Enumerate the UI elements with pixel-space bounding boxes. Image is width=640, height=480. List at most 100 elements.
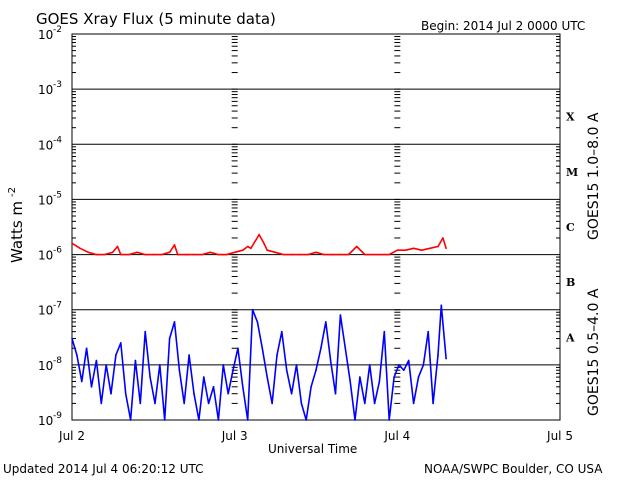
series-line-short bbox=[71, 304, 447, 421]
y-tick-label-exp: -2 bbox=[53, 25, 62, 35]
minor-tick-marks bbox=[72, 36, 560, 404]
flux-series bbox=[71, 233, 447, 421]
flare-class-X: X bbox=[566, 111, 575, 124]
data-point bbox=[173, 321, 176, 323]
data-point bbox=[129, 419, 132, 421]
x-tick-labels: Jul 2 Jul 3 Jul 4 Jul 5 bbox=[58, 429, 573, 443]
flare-class-C: C bbox=[566, 221, 575, 234]
data-point bbox=[85, 347, 88, 350]
data-point bbox=[100, 402, 103, 405]
data-point bbox=[420, 249, 423, 251]
data-point bbox=[76, 354, 78, 356]
data-point bbox=[116, 245, 119, 248]
y-tick-label: 10 bbox=[38, 83, 53, 97]
data-point bbox=[263, 242, 265, 245]
data-point bbox=[237, 347, 239, 350]
data-point bbox=[193, 392, 195, 395]
data-point bbox=[149, 376, 151, 378]
legend-short-channel: GOES15 0.5–4.0 A bbox=[586, 288, 602, 416]
data-point bbox=[274, 251, 277, 254]
data-point bbox=[128, 253, 130, 256]
data-point bbox=[183, 402, 185, 405]
data-point bbox=[300, 402, 303, 405]
data-point bbox=[242, 386, 244, 388]
data-point bbox=[152, 253, 155, 256]
updated-timestamp: Updated 2014 Jul 4 06:20:12 UTC bbox=[3, 462, 203, 476]
data-point bbox=[372, 253, 374, 256]
data-point bbox=[185, 253, 187, 256]
data-point bbox=[246, 245, 249, 248]
x-tick-label: Jul 4 bbox=[383, 429, 410, 443]
data-point bbox=[120, 253, 122, 256]
data-point bbox=[295, 364, 298, 366]
data-point bbox=[290, 392, 293, 395]
data-point bbox=[445, 357, 447, 360]
data-point bbox=[222, 364, 225, 366]
data-point bbox=[212, 386, 215, 388]
data-point bbox=[271, 402, 273, 405]
data-point bbox=[364, 402, 366, 405]
data-point bbox=[232, 369, 234, 372]
legend-long-channel: GOES15 1.0–8.0 A bbox=[586, 112, 602, 240]
data-point bbox=[266, 376, 269, 378]
data-point bbox=[440, 304, 443, 307]
data-point bbox=[373, 402, 376, 405]
data-point bbox=[396, 249, 399, 251]
data-point bbox=[144, 330, 146, 333]
flare-class-M: M bbox=[566, 166, 578, 179]
data-point bbox=[359, 376, 361, 378]
data-point bbox=[173, 244, 176, 246]
data-point bbox=[261, 347, 264, 350]
decade-gridlines bbox=[72, 88, 560, 366]
data-point bbox=[160, 253, 163, 256]
y-tick-label: 10 bbox=[38, 304, 53, 318]
chart-title: GOES Xray Flux (5 minute data) bbox=[36, 10, 276, 28]
data-point bbox=[403, 369, 405, 372]
data-point bbox=[176, 253, 179, 256]
data-point bbox=[281, 330, 283, 333]
data-point bbox=[445, 247, 447, 250]
data-point bbox=[339, 253, 342, 256]
data-point bbox=[103, 253, 106, 256]
data-point bbox=[315, 251, 317, 254]
x-tick-label: Jul 5 bbox=[546, 429, 573, 443]
y-axis-title: Watts m -2 bbox=[7, 187, 26, 263]
y-tick-label: 10 bbox=[38, 28, 53, 42]
data-point bbox=[105, 364, 107, 366]
data-point bbox=[282, 253, 285, 256]
data-point bbox=[412, 402, 415, 405]
data-point bbox=[427, 330, 430, 333]
data-point bbox=[159, 364, 161, 366]
data-point bbox=[305, 419, 308, 421]
data-point bbox=[310, 386, 312, 388]
data-point bbox=[120, 342, 122, 344]
data-point bbox=[198, 419, 200, 421]
data-point bbox=[250, 247, 252, 250]
data-point bbox=[217, 419, 220, 421]
data-point bbox=[368, 364, 371, 366]
data-point bbox=[349, 380, 352, 383]
data-point bbox=[207, 402, 210, 405]
data-point bbox=[429, 247, 431, 250]
data-point bbox=[339, 314, 342, 316]
data-point bbox=[407, 359, 410, 362]
data-point bbox=[404, 249, 407, 251]
data-point bbox=[124, 392, 127, 395]
y-tick-label-exp: -7 bbox=[53, 301, 62, 311]
flare-class-labels: X M C B A bbox=[565, 111, 578, 345]
data-point bbox=[298, 253, 301, 256]
data-point bbox=[398, 364, 400, 366]
data-point bbox=[315, 369, 317, 372]
y-tick-label-exp: -9 bbox=[53, 411, 62, 421]
data-point bbox=[168, 251, 171, 254]
y-tick-label: 10 bbox=[38, 138, 53, 152]
y-axis-title-main: Watts m bbox=[8, 201, 26, 263]
data-point bbox=[383, 330, 386, 333]
data-point bbox=[329, 359, 332, 362]
data-point bbox=[266, 249, 269, 251]
data-point bbox=[354, 419, 356, 421]
data-point bbox=[168, 337, 171, 340]
y-tick-labels: 10-210-310-410-510-610-710-810-9 bbox=[38, 25, 62, 428]
data-point bbox=[136, 251, 138, 254]
